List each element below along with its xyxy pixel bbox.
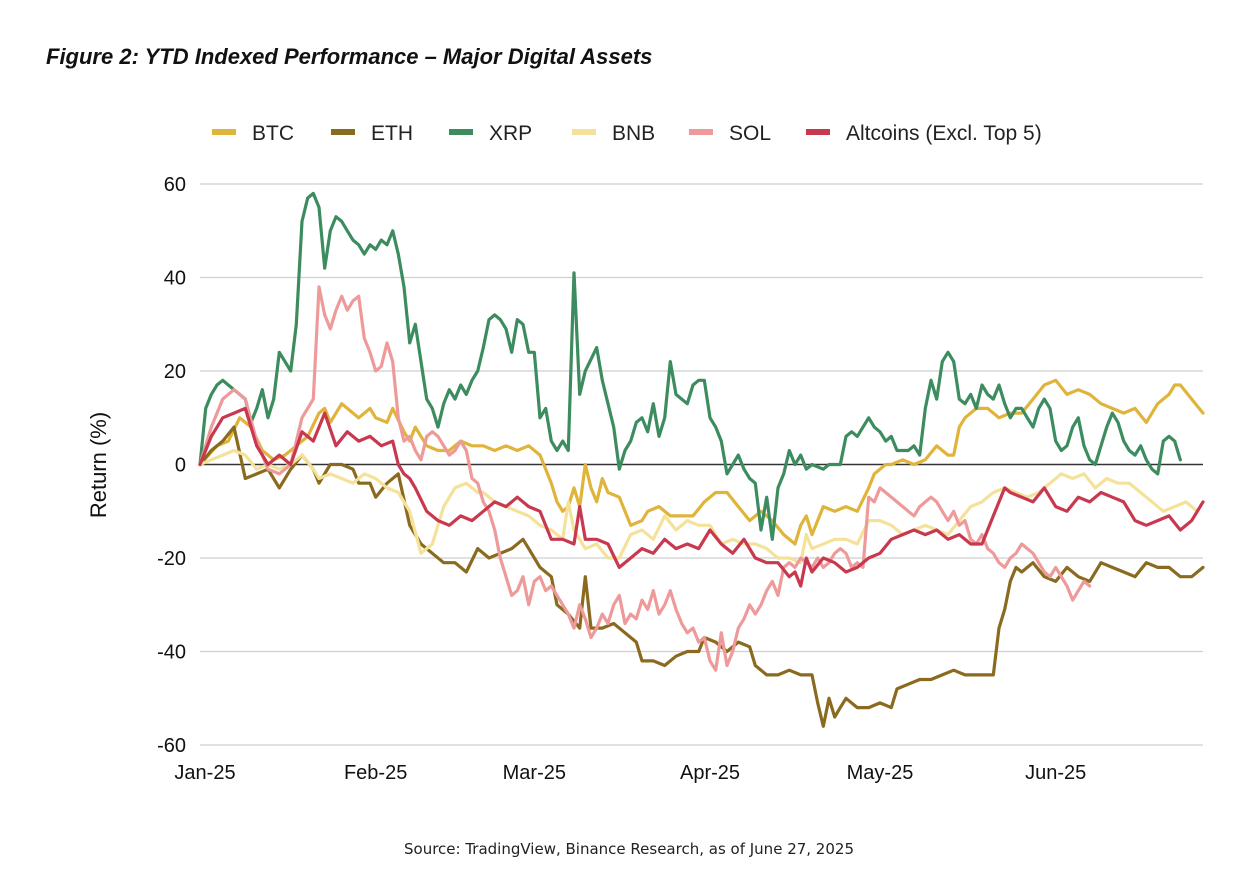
y-tick-label: 20 (164, 361, 186, 383)
x-tick-label: Apr-25 (680, 762, 740, 784)
x-tick-label: Jan-25 (174, 762, 235, 784)
series-line-btc (198, 378, 1205, 546)
series-lines (198, 191, 1205, 728)
x-tick-label: May-25 (847, 762, 914, 784)
source-note: Source: TradingView, Binance Research, a… (404, 840, 854, 858)
series-line-xrp (198, 191, 1182, 541)
legend: BTC ETH XRP BNB SOL Altcoins (Excl. Top 5) (212, 122, 1042, 145)
x-tick-label: Jun-25 (1025, 762, 1086, 784)
x-tick-labels: Jan-25 Feb-25 Mar-25 Apr-25 May-25 Jun-25 (174, 762, 1086, 784)
grid-lines (200, 183, 1203, 746)
y-tick-label: 0 (175, 455, 186, 477)
y-tick-label: 60 (164, 174, 186, 196)
y-tick-label: -60 (157, 735, 186, 757)
series-line-altcoins-excl-top-5 (198, 406, 1205, 588)
y-tick-label: 40 (164, 268, 186, 290)
series-line-eth (198, 425, 1205, 728)
series-line-bnb (198, 448, 1199, 565)
legend-label: BTC (252, 122, 294, 145)
x-tick-label: Feb-25 (344, 762, 407, 784)
legend-label: SOL (729, 122, 771, 145)
x-tick-label: Mar-25 (503, 762, 566, 784)
y-tick-label: -20 (157, 548, 186, 570)
y-tick-label: -40 (157, 642, 186, 664)
legend-label: Altcoins (Excl. Top 5) (846, 122, 1042, 145)
y-tick-labels: 60 40 20 0 -20 -40 -60 (157, 174, 186, 757)
y-axis-label: Return (%) (86, 412, 111, 518)
legend-label: BNB (612, 122, 655, 145)
series-line-sol (198, 285, 1092, 672)
legend-label: ETH (371, 122, 413, 145)
figure-title: Figure 2: YTD Indexed Performance – Majo… (46, 44, 653, 69)
legend-label: XRP (489, 122, 532, 145)
